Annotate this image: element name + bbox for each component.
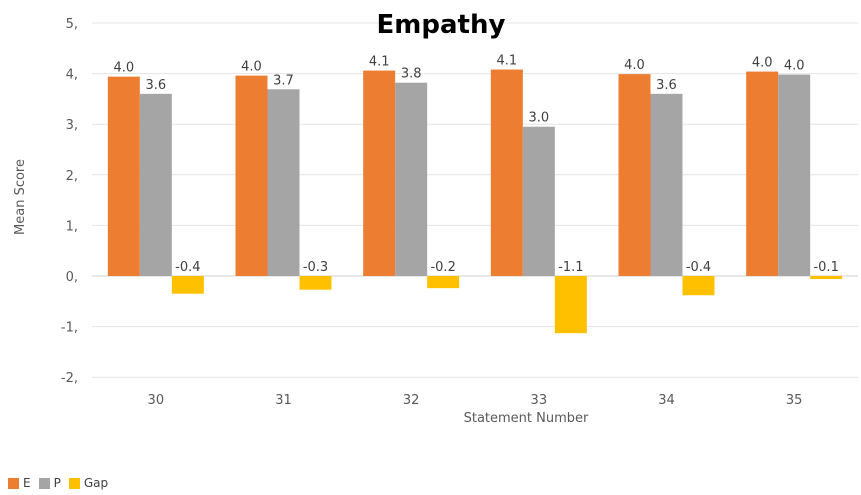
x-tick-label: 33 [531, 393, 548, 408]
legend-label: P [53, 476, 61, 490]
x-tick-label: 35 [786, 393, 803, 408]
y-tick-label: -1, [61, 321, 78, 336]
data-label-p-33: 3.0 [528, 111, 549, 126]
data-label-gap-31: -0.3 [303, 260, 328, 275]
legend-item-p: P [38, 476, 61, 490]
data-label-e-35: 4.0 [752, 56, 773, 71]
x-tick-label: 31 [275, 393, 292, 408]
bar-e-30 [107, 76, 140, 276]
bar-p-33 [522, 126, 555, 276]
bar-gap-34 [682, 276, 715, 296]
data-label-p-34: 3.6 [656, 78, 677, 93]
x-axis-ticks: 30 31 32 33 34 35 [148, 393, 803, 408]
y-tick-label: 2, [66, 169, 78, 184]
bar-gap-35 [810, 276, 843, 280]
data-label-p-32: 3.8 [401, 67, 422, 82]
chart-title: Empathy [377, 10, 506, 40]
bar-e-34 [618, 74, 651, 276]
data-label-gap-30: -0.4 [175, 260, 200, 275]
legend-swatch [68, 477, 80, 489]
y-tick-label: 5, [66, 17, 78, 32]
bars [107, 69, 843, 334]
data-label-gap-35: -0.1 [813, 260, 838, 275]
x-axis-label: Statement Number [464, 411, 589, 426]
bar-p-32 [395, 82, 428, 276]
bar-p-34 [650, 93, 683, 276]
y-tick-label: 0, [66, 270, 78, 285]
data-label-e-34: 4.0 [624, 58, 645, 73]
legend-label: Gap [83, 476, 109, 490]
y-tick-label: 1, [66, 219, 78, 234]
bar-gap-31 [299, 276, 332, 290]
data-label-gap-34: -0.4 [686, 260, 711, 275]
x-tick-label: 34 [658, 393, 675, 408]
y-axis-label: Mean Score [13, 159, 28, 235]
data-label-gap-32: -0.2 [430, 260, 455, 275]
chart: 5, 4, 3, 2, 1, 0, -1, -2, 30 31 32 33 34 35 4.0 3.6 -0… [13, 10, 858, 426]
data-labels: 4.0 3.6 -0.4 4.0 3.7 -0.3 4.1 3.8 -0.2 4.1 3.0 -1.1… [113, 54, 838, 275]
bar-gap-32 [427, 276, 460, 289]
legend-label: E [23, 476, 31, 490]
bar-e-31 [235, 75, 268, 277]
bar-e-32 [363, 70, 396, 277]
legend-item-e: E [8, 476, 31, 490]
bar-p-30 [139, 93, 172, 276]
data-label-e-32: 4.1 [369, 55, 390, 70]
data-label-e-33: 4.1 [496, 54, 517, 69]
data-label-p-30: 3.6 [145, 78, 166, 93]
gridlines [92, 22, 858, 378]
y-axis-ticks: 5, 4, 3, 2, 1, 0, -1, -2, [61, 17, 78, 386]
x-tick-label: 32 [403, 393, 420, 408]
legend-item-gap: Gap [68, 476, 109, 490]
data-label-p-35: 4.0 [784, 59, 805, 74]
bar-p-35 [778, 74, 811, 276]
data-label-e-30: 4.0 [113, 61, 134, 76]
x-tick-label: 30 [148, 393, 165, 408]
legend: E P Gap [8, 476, 116, 490]
legend-swatch [8, 477, 19, 489]
legend-swatch [38, 477, 50, 489]
data-label-gap-33: -1.1 [558, 260, 583, 275]
data-label-e-31: 4.0 [241, 60, 262, 75]
bar-p-31 [267, 89, 300, 276]
bar-e-33 [490, 69, 523, 276]
y-tick-label: 3, [66, 118, 78, 133]
y-tick-label: -2, [61, 371, 78, 386]
bar-e-35 [746, 71, 779, 277]
bar-gap-33 [554, 276, 587, 334]
bar-gap-30 [171, 276, 204, 294]
data-label-p-31: 3.7 [273, 73, 294, 88]
y-tick-label: 4, [66, 68, 78, 83]
